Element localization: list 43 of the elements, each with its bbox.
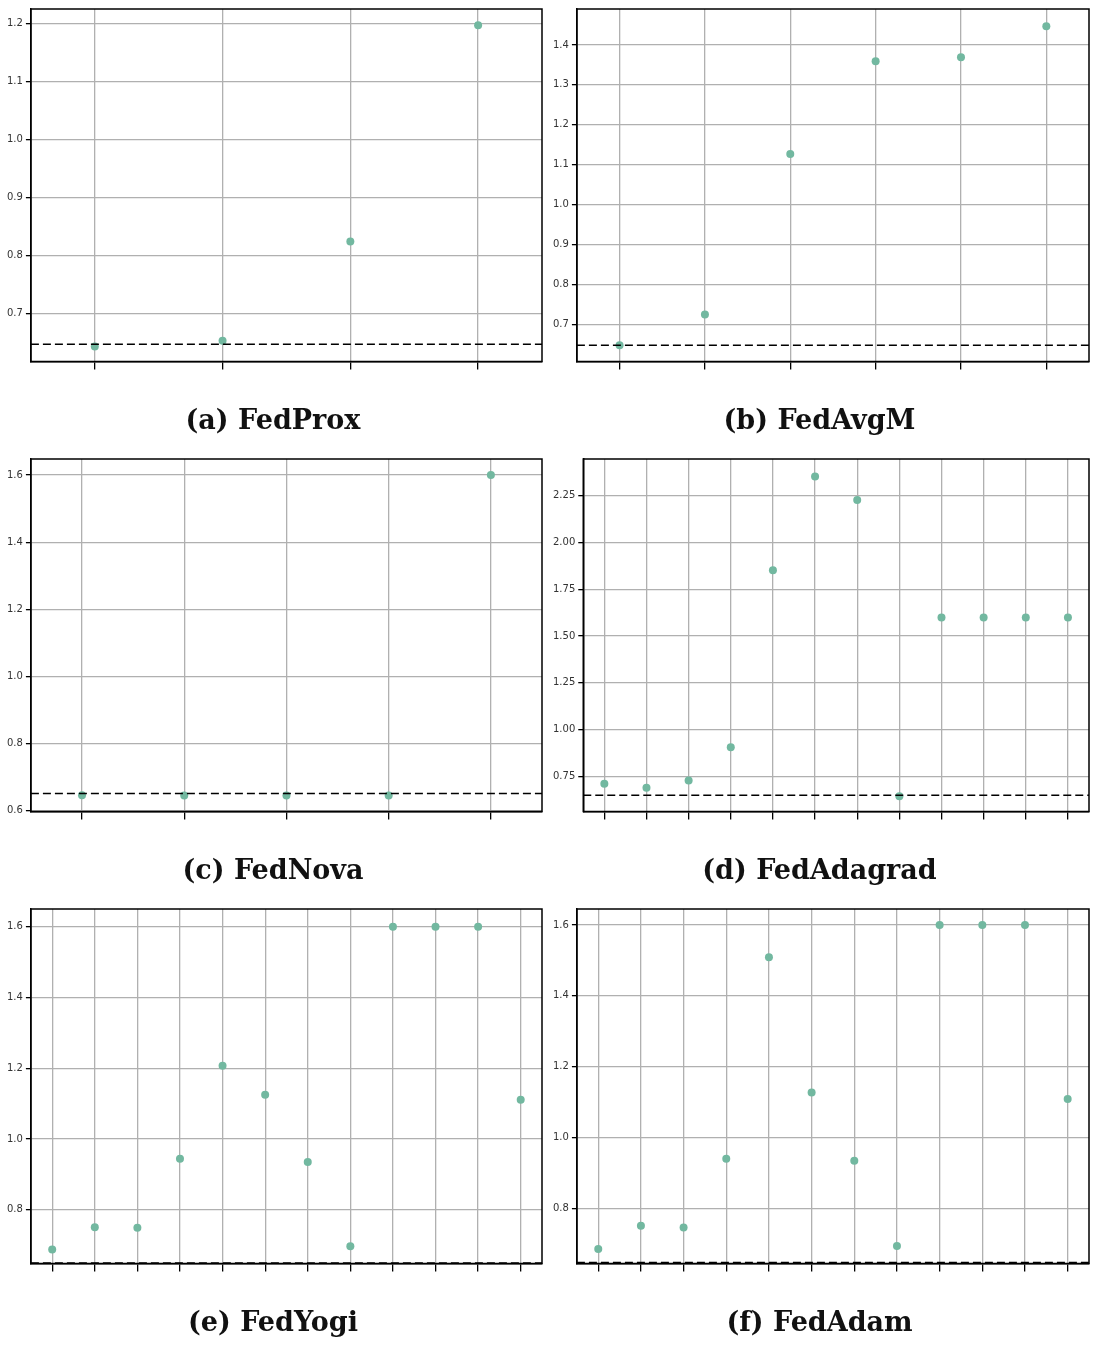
y-tick-label: 1.4 (553, 38, 569, 50)
text: (e) FedYogi (188, 1305, 358, 1337)
y-tick-label: 1.6 (7, 920, 23, 932)
y-tick-label: 1.0 (7, 669, 23, 681)
text: (d) FedAdagrad (702, 853, 937, 885)
y-tick-label: 0.8 (553, 278, 569, 290)
text: (c) FedNova (182, 853, 364, 885)
y-tick-label: 1.2 (7, 1061, 23, 1073)
y-tick-label: 1.1 (553, 158, 569, 170)
text: (f) FedAdam (726, 1305, 913, 1337)
y-tick-label: 0.9 (7, 191, 23, 203)
y-tick-label: 1.1 (7, 75, 23, 87)
y-tick-label: 0.8 (553, 1201, 569, 1213)
y-tick-label: 0.9 (553, 238, 569, 250)
y-tick-label: 0.6 (7, 804, 23, 816)
y-tick-label: 1.4 (553, 989, 569, 1001)
y-tick-label: 1.75 (553, 582, 576, 594)
y-tick-label: 1.2 (553, 118, 569, 130)
y-tick-label: 1.6 (7, 468, 23, 480)
y-tick-label: 0.75 (553, 769, 576, 781)
y-tick-label: 1.2 (553, 1060, 569, 1072)
y-tick-label: 0.7 (553, 318, 569, 330)
y-tick-label: 1.0 (7, 1132, 23, 1144)
y-tick-label: 1.4 (7, 991, 23, 1003)
y-tick-label: 1.2 (7, 17, 23, 29)
y-tick-label: 1.4 (7, 535, 23, 547)
y-tick-label: 1.3 (553, 78, 569, 90)
y-tick-label: 1.0 (7, 133, 23, 145)
y-tick-label: 1.25 (553, 676, 576, 688)
y-tick-label: 0.8 (7, 737, 23, 749)
y-tick-label: 0.8 (7, 1203, 23, 1215)
y-tick-label: 1.6 (553, 918, 569, 930)
y-tick-label: 0.7 (7, 307, 23, 319)
y-tick-label: 1.2 (7, 602, 23, 614)
y-tick-label: 1.0 (553, 1131, 569, 1143)
y-tick-label: 0.8 (7, 249, 23, 261)
y-tick-label: 1.0 (553, 198, 569, 210)
y-tick-label: 1.00 (553, 723, 576, 735)
text: (a) FedProx (185, 403, 362, 435)
y-tick-label: 2.00 (553, 536, 576, 548)
y-tick-label: 2.25 (553, 489, 576, 501)
text: (b) FedAvgM (723, 403, 916, 435)
y-tick-label: 1.50 (553, 629, 576, 641)
